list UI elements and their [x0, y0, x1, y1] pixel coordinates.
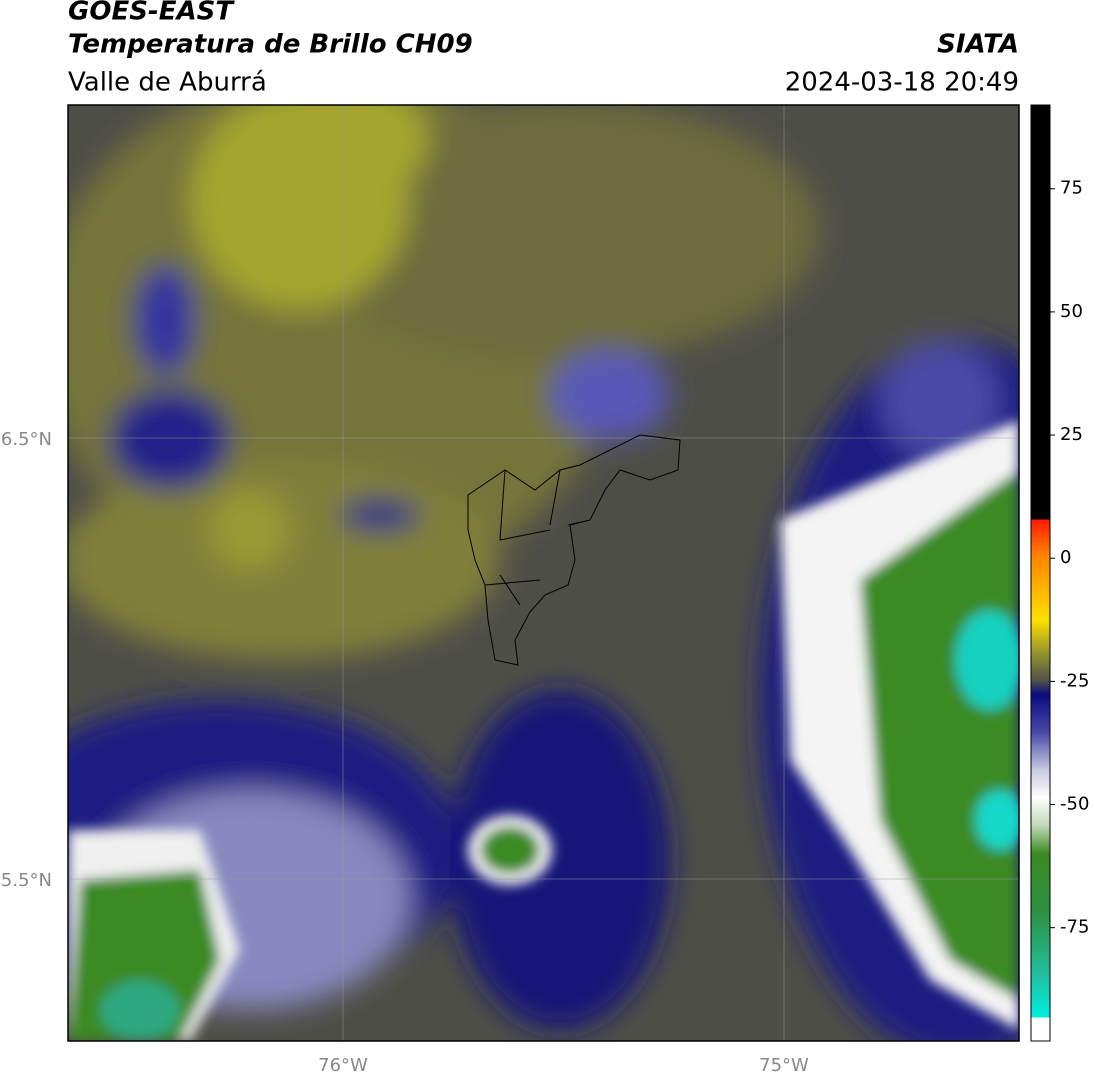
lat-label: 5.5°N — [1, 870, 52, 891]
title: GOES-EAST — [68, 0, 235, 27]
subtitle: Temperatura de Brillo CH09 — [68, 30, 473, 60]
timestamp: 2024-03-18 20:49 — [785, 68, 1019, 98]
lat-label: 6.5°N — [1, 429, 52, 450]
region: Valle de Aburrá — [68, 68, 267, 98]
colorbar-tick-label: 25 — [1060, 424, 1083, 445]
lon-label: 75°W — [759, 1055, 809, 1076]
colorbar-tick-label: 50 — [1060, 301, 1083, 322]
colorbar-tick-label: 75 — [1060, 178, 1083, 199]
colorbar-tick-label: -25 — [1060, 670, 1089, 691]
colorbar-tick-label: 0 — [1060, 547, 1071, 568]
map-frame — [67, 104, 1020, 1042]
lon-label: 76°W — [318, 1055, 368, 1076]
satellite-image — [68, 105, 1019, 1041]
source: SIATA — [937, 30, 1019, 60]
municipal-borders — [467, 434, 681, 666]
colorbar-tick-label: -75 — [1060, 917, 1089, 938]
colorbar-tick-label: -50 — [1060, 794, 1089, 815]
colorbar — [1030, 104, 1051, 1042]
